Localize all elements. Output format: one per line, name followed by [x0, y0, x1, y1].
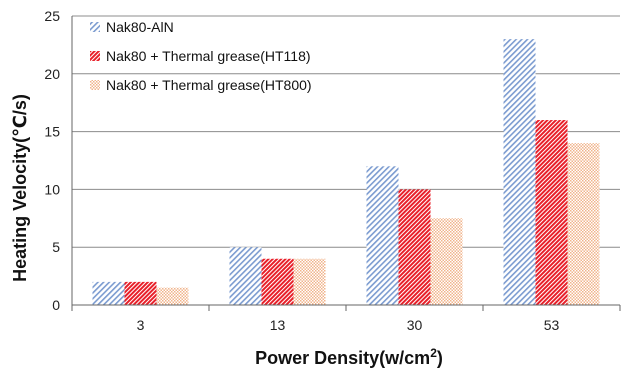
y-tick-labels: 0 5 10 15 20 25 — [44, 8, 60, 313]
legend-label: Nak80 + Thermal grease(HT118) — [106, 48, 311, 64]
bar — [398, 189, 431, 305]
legend-swatch — [90, 51, 100, 61]
bar — [366, 166, 399, 305]
y-tick-label: 10 — [44, 181, 60, 197]
axes — [71, 16, 621, 311]
y-tick-label: 20 — [44, 66, 60, 82]
legend: Nak80-AlN Nak80 + Thermal grease(HT118) Na… — [90, 19, 312, 93]
bar — [124, 281, 157, 305]
x-axis-title: Power Density(w/cm2) — [255, 346, 443, 368]
y-tick-label: 15 — [44, 124, 60, 140]
x-tick-label: 13 — [270, 317, 286, 333]
bar — [156, 287, 189, 305]
x-axis-title-close: ) — [437, 348, 443, 368]
x-tick-label: 53 — [544, 317, 560, 333]
x-axis-title-main: Power Density(w/cm — [255, 348, 430, 368]
bar — [261, 258, 294, 305]
x-axis-title-sup: 2 — [430, 346, 437, 360]
bar — [229, 247, 262, 305]
y-tick-label: 5 — [52, 239, 60, 255]
legend-swatch — [90, 22, 100, 32]
x-tick-label: 30 — [407, 317, 423, 333]
bar — [430, 218, 463, 305]
legend-swatch — [90, 80, 100, 90]
bars — [92, 39, 600, 306]
y-axis-title: Heating Velocity(℃/s) — [10, 94, 30, 282]
x-tick-labels: 3 13 30 53 — [137, 317, 560, 333]
bar — [567, 143, 600, 305]
bar — [92, 281, 125, 305]
bar — [535, 120, 568, 305]
y-tick-label: 25 — [44, 8, 60, 24]
legend-label: Nak80 + Thermal grease(HT800) — [106, 77, 312, 93]
y-tick-label: 0 — [52, 297, 60, 313]
bar — [293, 258, 326, 305]
x-tick-label: 3 — [137, 317, 145, 333]
legend-label: Nak80-AlN — [106, 19, 174, 35]
bar — [503, 39, 536, 306]
